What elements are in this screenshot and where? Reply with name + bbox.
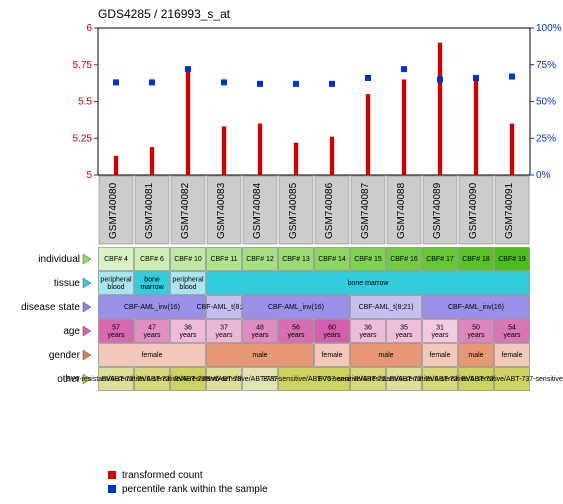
percentile-marker (401, 66, 407, 72)
legend: transformed count percentile rank within … (108, 470, 268, 495)
sample-label: GSM740088 (396, 182, 407, 239)
row-label: individual (38, 254, 80, 265)
row-triangle-icon[interactable] (83, 254, 91, 264)
row-label: disease state (21, 302, 80, 313)
bar (510, 124, 514, 175)
chart-title: GDS4285 / 216993_s_at (98, 7, 231, 21)
y-left-tick: 5.25 (73, 133, 93, 144)
row-triangle-icon[interactable] (83, 278, 91, 288)
svg-text:male: male (378, 352, 393, 359)
svg-text:female: female (321, 352, 342, 359)
y-right-tick: 0% (536, 170, 551, 181)
svg-text:CBF# 14: CBF# 14 (318, 256, 346, 263)
percentile-marker (473, 75, 479, 81)
gene-expression-chart: GDS4285 / 216993_s_at 5 5.25 5.5 5.75 6 0% 25% 5… (0, 0, 563, 504)
svg-text:CBF# 18: CBF# 18 (462, 256, 490, 263)
legend-swatch (108, 485, 116, 493)
percentile-marker (437, 76, 443, 82)
sample-label: GSM740085 (288, 182, 299, 239)
svg-text:CBF# 19: CBF# 19 (498, 256, 526, 263)
percentile-marker (221, 79, 227, 85)
svg-text:CBF# 6: CBF# 6 (140, 256, 164, 263)
svg-text:female: female (501, 352, 522, 359)
row-triangle-icon[interactable] (83, 350, 91, 360)
y-right-tick: 50% (536, 97, 556, 108)
bar (366, 94, 370, 175)
percentile-marker (329, 81, 335, 87)
bar (438, 43, 442, 175)
bar (222, 126, 226, 175)
legend-label: transformed count (122, 470, 203, 481)
sample-label: GSM740087 (360, 182, 371, 239)
percentile-marker (257, 81, 263, 87)
sample-label: GSM740086 (324, 182, 335, 239)
bar (474, 79, 478, 175)
svg-text:BV6-sensitive/ABT-737-sensitiv: BV6-sensitive/ABT-737-sensitive (461, 376, 563, 383)
y-right-tick: 100% (536, 23, 562, 34)
row-triangle-icon[interactable] (83, 326, 91, 336)
row-label: tissue (54, 278, 81, 289)
svg-text:CBF# 4: CBF# 4 (104, 256, 128, 263)
percentile-marker (365, 75, 371, 81)
svg-text:female: female (141, 352, 162, 359)
svg-text:male: male (252, 352, 267, 359)
percentile-marker (509, 74, 515, 80)
sample-label: GSM740084 (252, 182, 263, 239)
svg-text:CBF# 12: CBF# 12 (246, 256, 274, 263)
sample-label: GSM740083 (216, 182, 227, 239)
svg-text:CBF-AML_inv(16): CBF-AML_inv(16) (448, 304, 504, 311)
sample-label: GSM740080 (108, 182, 119, 239)
y-right-tick: 25% (536, 133, 556, 144)
bar (258, 124, 262, 175)
sample-label: GSM740082 (180, 182, 191, 239)
svg-text:CBF# 16: CBF# 16 (390, 256, 418, 263)
svg-text:CBF# 15: CBF# 15 (354, 256, 382, 263)
bar (294, 143, 298, 175)
svg-text:CBF# 11: CBF# 11 (210, 256, 237, 263)
sample-label: GSM740089 (432, 182, 443, 239)
percentile-marker (113, 79, 119, 85)
percentile-marker (185, 66, 191, 72)
svg-text:bone marrow: bone marrow (348, 280, 390, 287)
percentile-marker (149, 79, 155, 85)
bar (114, 156, 118, 175)
row-triangle-icon[interactable] (83, 302, 91, 312)
sample-label: GSM740091 (504, 182, 515, 239)
svg-text:CBF# 10: CBF# 10 (174, 256, 202, 263)
sample-label: GSM740081 (144, 182, 155, 239)
svg-text:CBF-AML_inv(16): CBF-AML_inv(16) (124, 304, 180, 311)
svg-text:female: female (429, 352, 450, 359)
legend-swatch (108, 471, 116, 479)
svg-text:CBF-AML_inv(16): CBF-AML_inv(16) (268, 304, 324, 311)
bar (186, 68, 190, 175)
y-left-tick: 6 (86, 23, 92, 34)
bar (402, 79, 406, 175)
row-label: age (63, 326, 80, 337)
percentile-marker (293, 81, 299, 87)
bar (330, 137, 334, 175)
svg-text:CBF# 17: CBF# 17 (426, 256, 454, 263)
y-left-tick: 5.75 (73, 60, 93, 71)
legend-label: percentile rank within the sample (122, 484, 268, 495)
svg-text:CBF# 13: CBF# 13 (282, 256, 310, 263)
y-left-tick: 5.5 (78, 97, 92, 108)
svg-text:CBF-AML_t(8;21): CBF-AML_t(8;21) (359, 304, 414, 311)
row-label: gender (49, 350, 81, 361)
y-left-tick: 5 (86, 170, 92, 181)
y-right-tick: 75% (536, 60, 556, 71)
sample-label: GSM740090 (468, 182, 479, 239)
svg-text:male: male (468, 352, 483, 359)
bar (150, 147, 154, 175)
plot-area (98, 28, 530, 175)
